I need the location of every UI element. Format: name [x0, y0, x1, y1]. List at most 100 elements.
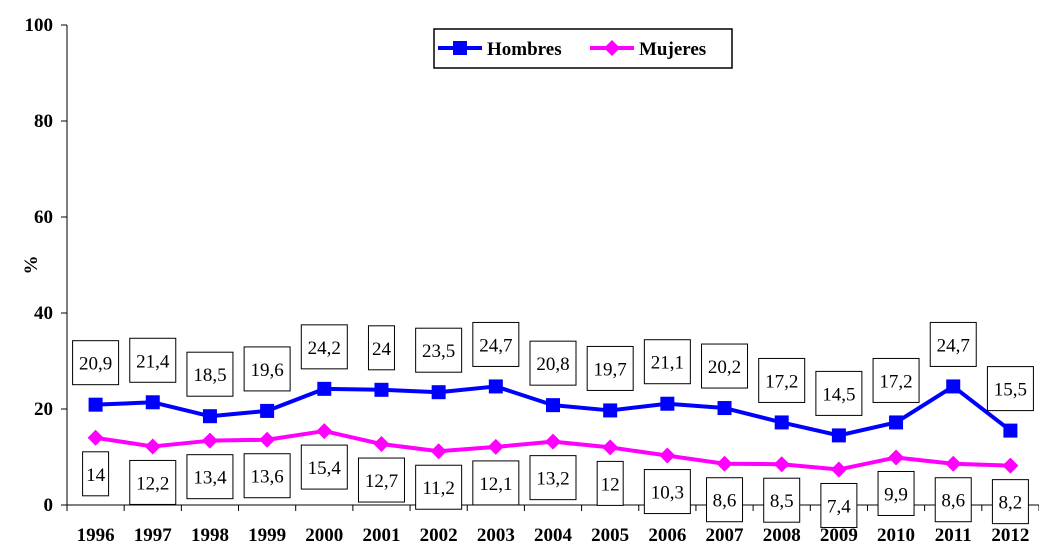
legend: Hombres Mujeres — [434, 29, 732, 68]
data-point-mujeres — [888, 449, 904, 465]
x-tick-label: 2001 — [362, 525, 400, 546]
data-point-mujeres — [488, 439, 504, 455]
y-tick-label: 20 — [34, 399, 53, 420]
data-point-mujeres — [373, 436, 389, 452]
data-label-text: 14 — [86, 465, 106, 486]
data-label-hombres: 19,7 — [587, 346, 633, 390]
data-point-hombres — [489, 379, 503, 393]
data-point-mujeres — [659, 448, 675, 464]
data-point-mujeres — [831, 461, 847, 477]
data-label-mujeres: 9,9 — [878, 471, 914, 515]
data-label-mujeres: 14 — [83, 452, 109, 496]
data-point-mujeres — [259, 432, 275, 448]
y-tick-label: 100 — [25, 15, 54, 36]
data-label-hombres: 20,2 — [702, 344, 748, 388]
data-label-mujeres: 13,6 — [244, 454, 290, 498]
y-tick-label: 40 — [34, 303, 53, 324]
data-label-text: 21,4 — [136, 351, 170, 372]
data-point-hombres — [146, 395, 160, 409]
x-tick-label: 1996 — [77, 525, 115, 546]
x-tick-label: 2005 — [591, 525, 629, 546]
data-point-hombres — [1003, 424, 1017, 438]
data-label-hombres: 21,4 — [130, 338, 176, 382]
data-label-text: 19,7 — [594, 359, 627, 380]
data-label-mujeres: 11,2 — [416, 465, 462, 509]
data-label-text: 8,5 — [770, 491, 794, 512]
data-point-hombres — [832, 428, 846, 442]
data-label-text: 13,2 — [536, 469, 569, 490]
data-point-hombres — [432, 385, 446, 399]
data-point-mujeres — [545, 434, 561, 450]
data-point-hombres — [660, 397, 674, 411]
data-point-hombres — [775, 415, 789, 429]
data-label-text: 13,4 — [193, 468, 227, 489]
data-label-text: 17,2 — [765, 371, 798, 392]
y-tick-label: 80 — [34, 111, 53, 132]
data-label-text: 17,2 — [879, 371, 912, 392]
data-label-mujeres: 12 — [597, 461, 623, 505]
y-axis-title: % — [21, 256, 42, 275]
x-tick-label: 2007 — [706, 525, 745, 546]
data-point-hombres — [317, 382, 331, 396]
data-label-hombres: 20,8 — [530, 341, 576, 385]
data-point-hombres — [718, 401, 732, 415]
x-tick-label: 2009 — [820, 525, 858, 546]
data-label-text: 13,6 — [250, 467, 283, 488]
data-label-hombres: 23,5 — [416, 328, 462, 372]
data-label-text: 24 — [372, 339, 392, 360]
x-tick-label: 2002 — [420, 525, 458, 546]
x-tick-label: 2008 — [763, 525, 801, 546]
data-label-hombres: 24,2 — [301, 325, 347, 369]
data-label-mujeres: 13,4 — [187, 455, 233, 499]
data-label-text: 24,7 — [479, 335, 512, 356]
data-label-text: 12 — [601, 474, 620, 495]
data-label-text: 15,4 — [308, 458, 342, 479]
data-point-hombres — [546, 398, 560, 412]
data-point-hombres — [374, 383, 388, 397]
data-point-mujeres — [202, 433, 218, 449]
data-label-text: 18,5 — [193, 365, 226, 386]
data-point-hombres — [89, 398, 103, 412]
data-point-mujeres — [88, 430, 104, 446]
data-label-text: 24,2 — [308, 338, 341, 359]
x-tick-label: 2012 — [991, 525, 1029, 546]
x-tick-label: 2004 — [534, 525, 573, 546]
data-label-hombres: 24 — [368, 326, 394, 370]
data-label-hombres: 20,9 — [73, 341, 119, 385]
data-label-text: 7,4 — [827, 496, 851, 517]
data-label-mujeres: 8,6 — [935, 478, 971, 522]
data-label-mujeres: 12,7 — [358, 458, 404, 502]
data-label-mujeres: 12,2 — [130, 460, 176, 504]
data-point-mujeres — [602, 439, 618, 455]
data-point-mujeres — [431, 443, 447, 459]
data-label-hombres: 14,5 — [816, 371, 862, 415]
data-label-text: 8,6 — [941, 491, 965, 512]
data-label-text: 12,1 — [479, 474, 512, 495]
data-label-mujeres: 12,1 — [473, 461, 519, 505]
data-label-text: 20,8 — [536, 354, 569, 375]
data-label-mujeres: 13,2 — [530, 456, 576, 500]
data-point-hombres — [603, 403, 617, 417]
x-tick-label: 2011 — [935, 525, 972, 546]
data-point-mujeres — [316, 423, 332, 439]
data-point-mujeres — [1002, 458, 1018, 474]
data-point-mujeres — [145, 438, 161, 454]
data-point-mujeres — [774, 456, 790, 472]
data-label-text: 23,5 — [422, 341, 455, 362]
data-label-text: 19,6 — [250, 360, 283, 381]
legend-label-hombres: Hombres — [487, 39, 562, 60]
data-label-text: 24,7 — [937, 335, 970, 356]
data-label-hombres: 21,1 — [644, 340, 690, 384]
data-label-text: 20,2 — [708, 357, 741, 378]
data-label-text: 15,5 — [994, 380, 1027, 401]
data-label-text: 9,9 — [884, 484, 908, 505]
data-point-hombres — [889, 415, 903, 429]
data-label-text: 11,2 — [422, 478, 455, 499]
legend-label-mujeres: Mujeres — [639, 39, 706, 60]
x-tick-label: 1997 — [134, 525, 173, 546]
data-label-mujeres: 7,4 — [821, 483, 857, 527]
x-tick-label: 1998 — [191, 525, 229, 546]
y-tick-label: 0 — [44, 495, 54, 516]
y-tick-label: 60 — [34, 207, 53, 228]
